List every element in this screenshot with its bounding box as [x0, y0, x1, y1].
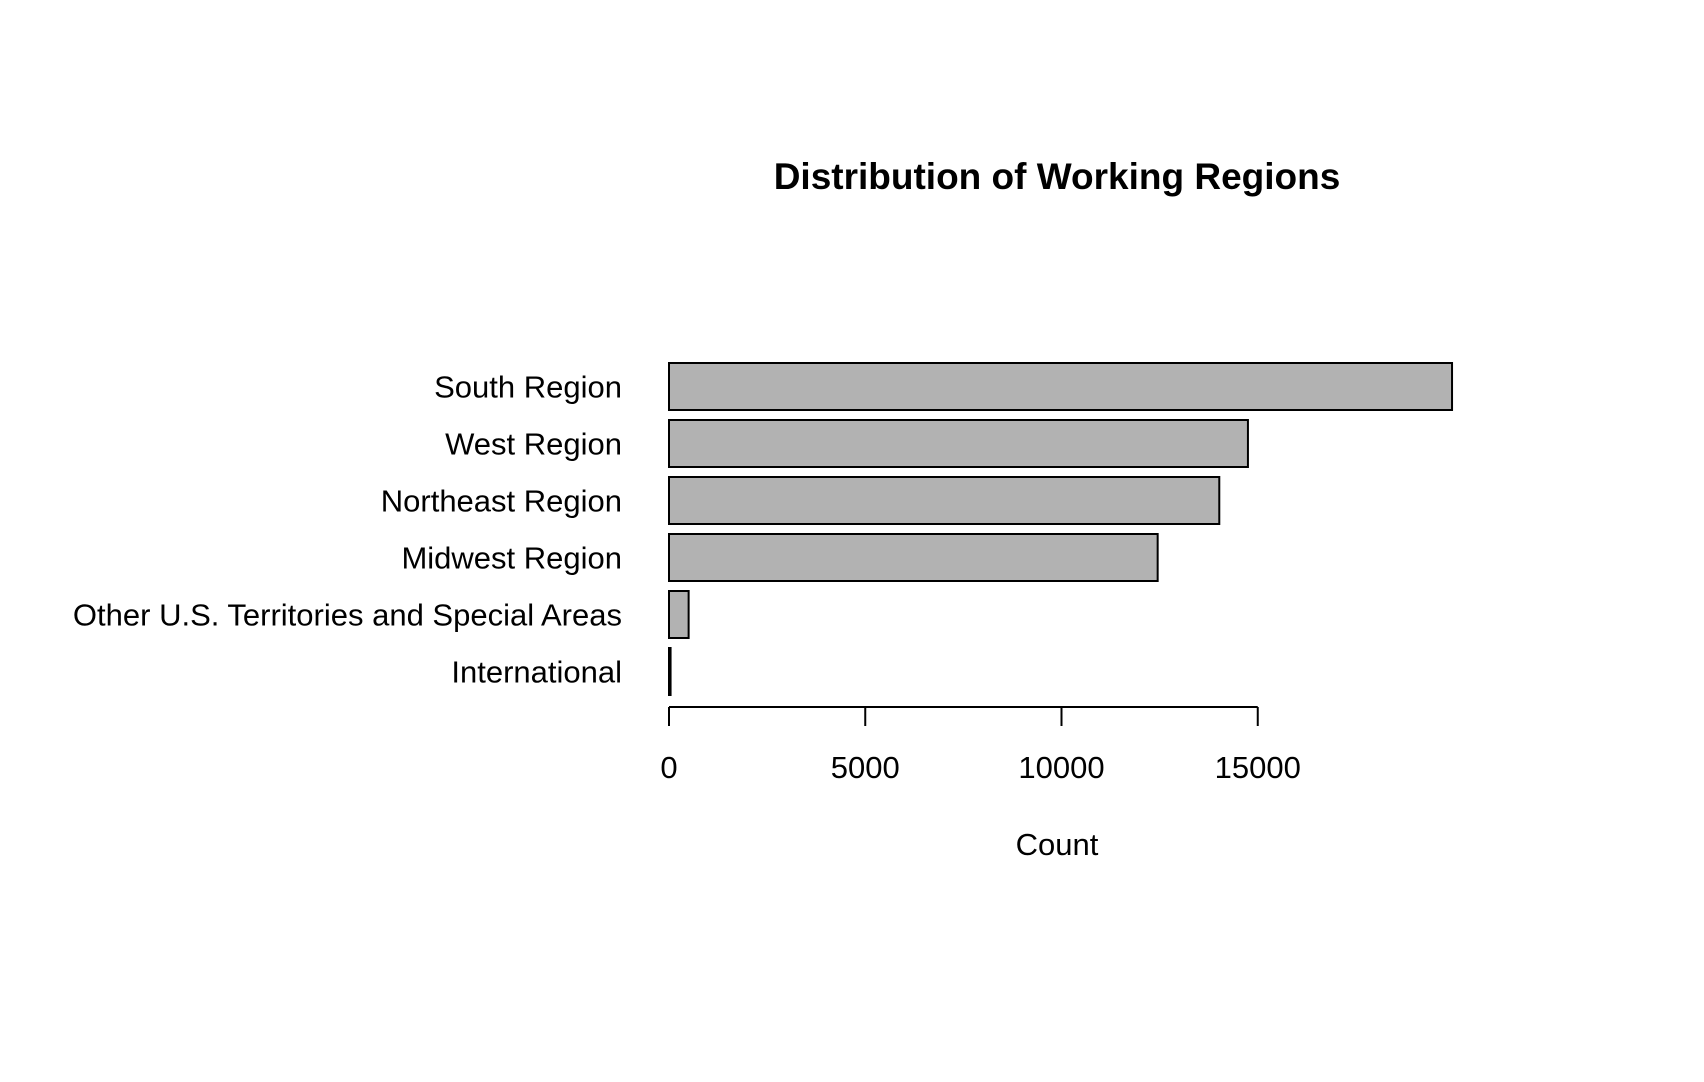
x-tick-label-15000: 15000 — [1215, 750, 1301, 785]
x-tick-label-5000: 5000 — [831, 750, 900, 785]
category-label-west-region: West Region — [445, 427, 622, 462]
x-axis: 0 5000 10000 15000 — [660, 706, 1301, 785]
category-label-south-region: South Region — [434, 370, 622, 405]
bar-other-u-s-territories-and-special-areas — [668, 590, 690, 639]
bar-midwest-region — [668, 533, 1159, 582]
bar-northeast-region — [668, 476, 1221, 525]
category-label-international: International — [451, 655, 622, 690]
category-label-midwest-region: Midwest Region — [401, 541, 622, 576]
bar-international — [668, 647, 672, 696]
category-labels-group: South Region West Region Northeast Region M… — [73, 370, 622, 690]
category-label-other-u-s-territories-and-special-areas: Other U.S. Territories and Special Areas — [73, 598, 622, 633]
x-axis-label: Count — [1016, 827, 1099, 862]
x-tick-label-0: 0 — [660, 750, 677, 785]
category-label-northeast-region: Northeast Region — [381, 484, 622, 519]
x-tick-label-10000: 10000 — [1018, 750, 1104, 785]
bar-west-region — [668, 419, 1249, 468]
bars-group — [668, 362, 1454, 696]
chart-title: Distribution of Working Regions — [774, 156, 1341, 197]
bar-south-region — [668, 362, 1454, 411]
